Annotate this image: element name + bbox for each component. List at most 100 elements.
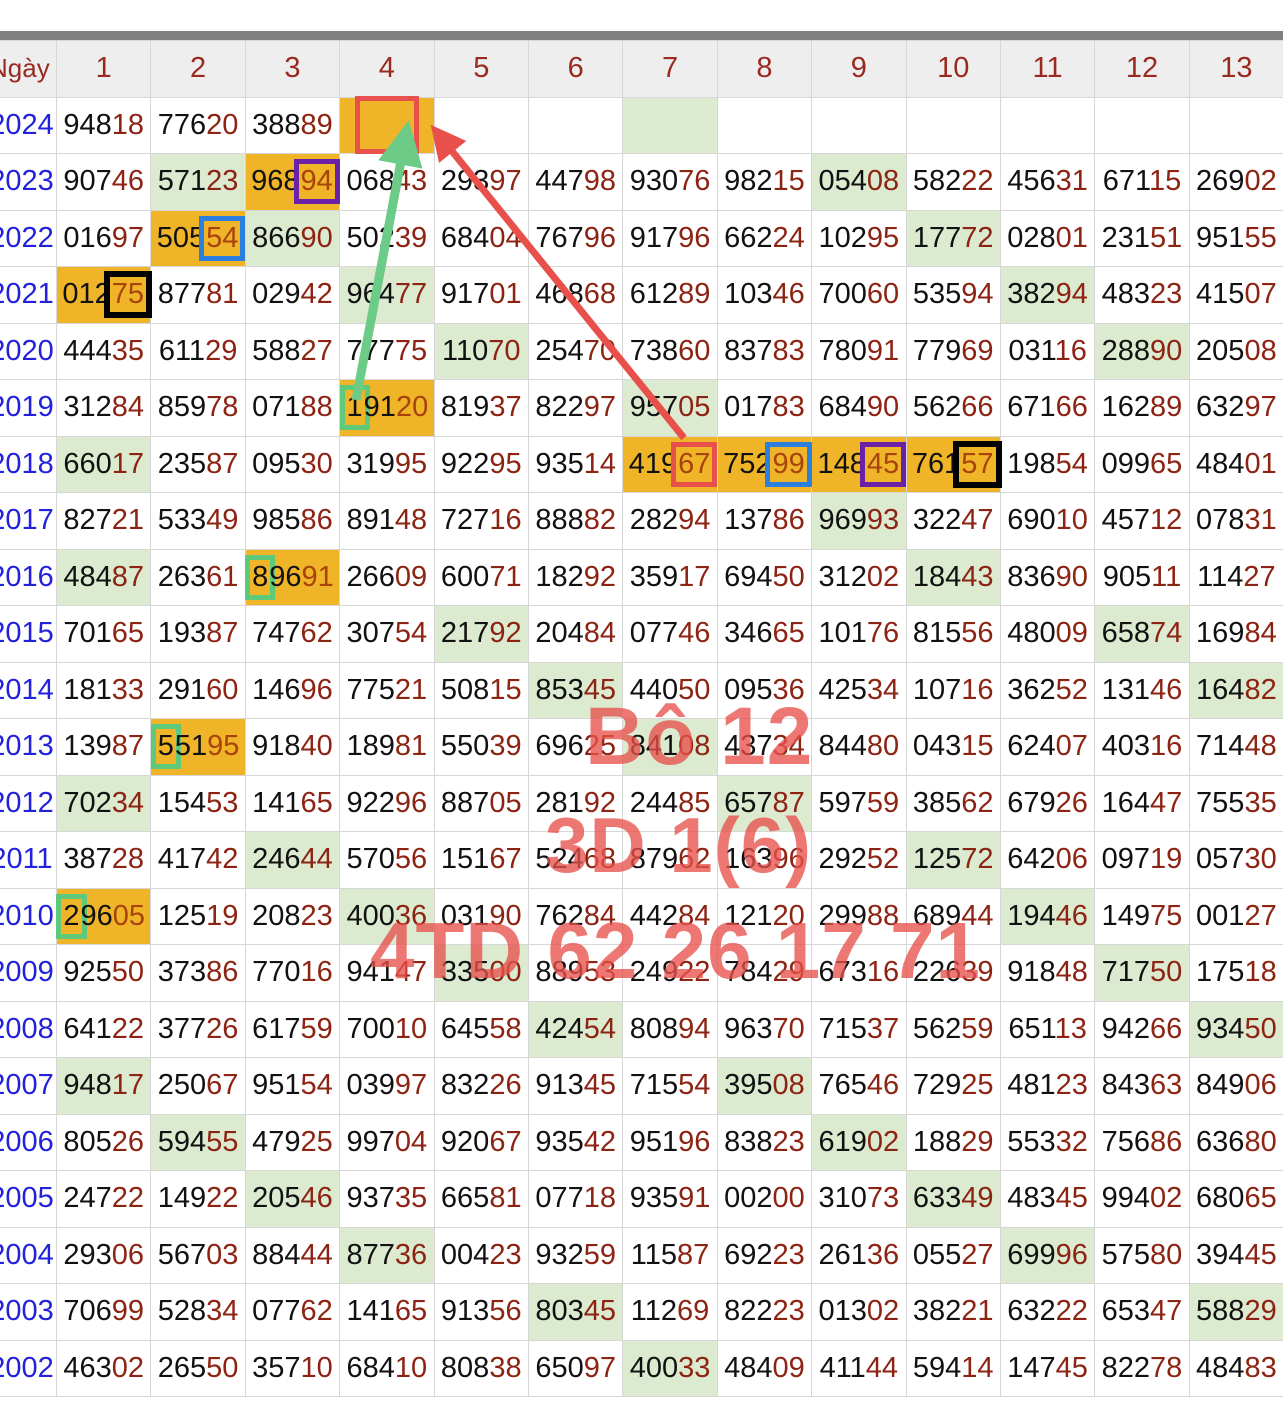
result-cell[interactable]: 74762 xyxy=(244,605,341,663)
result-cell[interactable] xyxy=(905,96,1001,154)
result-cell[interactable]: 56703 xyxy=(150,1226,246,1284)
result-cell[interactable]: 41742 xyxy=(150,831,246,889)
result-cell[interactable]: 72716 xyxy=(433,492,529,550)
result-cell[interactable]: 48483 xyxy=(1188,1339,1283,1397)
result-cell[interactable]: 96370 xyxy=(716,1000,813,1058)
result-cell[interactable]: 44284 xyxy=(622,887,718,945)
result-cell[interactable]: 35917 xyxy=(622,548,718,606)
result-cell[interactable]: 20484 xyxy=(527,605,624,663)
result-cell[interactable]: 66581 xyxy=(433,1170,529,1228)
result-cell[interactable]: 58222 xyxy=(905,153,1001,211)
result-cell[interactable]: 84363 xyxy=(1094,1057,1190,1115)
result-cell[interactable]: 24922 xyxy=(622,944,718,1002)
result-cell[interactable]: 05527 xyxy=(905,1226,1001,1284)
result-cell[interactable]: 19854 xyxy=(999,435,1096,493)
result-cell[interactable]: 15167 xyxy=(433,831,529,889)
result-cell[interactable]: 00127 xyxy=(1188,887,1283,945)
result-cell[interactable]: 45712 xyxy=(1094,492,1190,550)
result-cell[interactable]: 64122 xyxy=(55,1000,152,1058)
result-cell[interactable]: 55039 xyxy=(433,718,529,776)
result-cell[interactable]: 56266 xyxy=(905,379,1001,437)
result-cell[interactable]: 80345 xyxy=(527,1283,624,1341)
result-cell[interactable]: 90746 xyxy=(55,153,152,211)
result-cell[interactable]: 55195 xyxy=(150,718,246,776)
result-cell[interactable]: 14696 xyxy=(244,661,341,719)
result-cell[interactable]: 66224 xyxy=(716,209,813,267)
result-cell[interactable]: 95705 xyxy=(622,379,718,437)
result-cell[interactable]: 22639 xyxy=(905,944,1001,1002)
result-cell[interactable]: 29306 xyxy=(55,1226,152,1284)
result-cell[interactable]: 87962 xyxy=(622,831,718,889)
result-cell[interactable]: 80526 xyxy=(55,1113,152,1171)
result-cell[interactable]: 84906 xyxy=(1188,1057,1283,1115)
result-cell[interactable]: 71537 xyxy=(811,1000,907,1058)
result-cell[interactable]: 31995 xyxy=(339,435,435,493)
result-cell[interactable]: 31073 xyxy=(811,1170,907,1228)
result-cell[interactable]: 88953 xyxy=(527,944,624,1002)
result-cell[interactable]: 44435 xyxy=(55,322,152,380)
result-cell[interactable]: 52834 xyxy=(150,1283,246,1341)
result-cell[interactable]: 47925 xyxy=(244,1113,341,1171)
result-cell[interactable]: 19120 xyxy=(339,379,435,437)
result-cell[interactable]: 77969 xyxy=(905,322,1001,380)
result-cell[interactable]: 80894 xyxy=(622,1000,718,1058)
result-cell[interactable]: 29160 xyxy=(150,661,246,719)
result-cell[interactable]: 26550 xyxy=(150,1339,246,1397)
result-cell[interactable]: 63680 xyxy=(1188,1113,1283,1171)
result-cell[interactable]: 14745 xyxy=(999,1339,1096,1397)
result-cell[interactable]: 46868 xyxy=(527,266,624,324)
result-cell[interactable]: 58827 xyxy=(244,322,341,380)
result-cell[interactable]: 67166 xyxy=(999,379,1096,437)
result-cell[interactable]: 40033 xyxy=(622,1339,718,1397)
result-cell[interactable]: 40036 xyxy=(339,887,435,945)
result-cell[interactable]: 69625 xyxy=(527,718,624,776)
result-cell[interactable]: 03116 xyxy=(999,322,1096,380)
result-cell[interactable] xyxy=(527,96,624,154)
result-cell[interactable] xyxy=(622,96,718,154)
result-cell[interactable]: 17772 xyxy=(905,209,1001,267)
result-cell[interactable]: 65787 xyxy=(716,774,813,832)
result-cell[interactable]: 11427 xyxy=(1188,548,1283,606)
result-cell[interactable]: 48345 xyxy=(999,1170,1096,1228)
result-cell[interactable]: 57580 xyxy=(1094,1226,1190,1284)
result-cell[interactable]: 89691 xyxy=(244,548,341,606)
result-cell[interactable]: 82223 xyxy=(716,1283,813,1341)
result-cell[interactable]: 61129 xyxy=(150,322,246,380)
result-cell[interactable]: 07831 xyxy=(1188,492,1283,550)
result-cell[interactable]: 92295 xyxy=(433,435,529,493)
result-cell[interactable]: 59414 xyxy=(905,1339,1001,1397)
result-cell[interactable]: 62407 xyxy=(999,718,1096,776)
result-cell[interactable]: 76546 xyxy=(811,1057,907,1115)
result-cell[interactable]: 91840 xyxy=(244,718,341,776)
result-cell[interactable]: 53594 xyxy=(905,266,1001,324)
result-cell[interactable]: 11269 xyxy=(622,1283,718,1341)
result-cell[interactable]: 73860 xyxy=(622,322,718,380)
result-cell[interactable]: 69010 xyxy=(999,492,1096,550)
result-cell[interactable]: 94266 xyxy=(1094,1000,1190,1058)
result-cell[interactable]: 17518 xyxy=(1188,944,1283,1002)
result-cell[interactable]: 25470 xyxy=(527,322,624,380)
result-cell[interactable]: 37386 xyxy=(150,944,246,1002)
result-cell[interactable]: 07762 xyxy=(244,1283,341,1341)
result-cell[interactable]: 48323 xyxy=(1094,266,1190,324)
result-cell[interactable]: 93591 xyxy=(622,1170,718,1228)
result-cell[interactable]: 48487 xyxy=(55,548,152,606)
result-cell[interactable]: 82297 xyxy=(527,379,624,437)
result-cell[interactable]: 75299 xyxy=(716,435,813,493)
result-cell[interactable]: 93514 xyxy=(527,435,624,493)
result-cell[interactable]: 07718 xyxy=(527,1170,624,1228)
result-cell[interactable]: 12572 xyxy=(905,831,1001,889)
result-cell[interactable]: 88705 xyxy=(433,774,529,832)
result-cell[interactable]: 56259 xyxy=(905,1000,1001,1058)
result-cell[interactable]: 03190 xyxy=(433,887,529,945)
result-cell[interactable]: 05408 xyxy=(811,153,907,211)
result-cell[interactable]: 29605 xyxy=(55,887,152,945)
result-cell[interactable]: 88882 xyxy=(527,492,624,550)
result-cell[interactable]: 09965 xyxy=(1094,435,1190,493)
result-cell[interactable]: 87736 xyxy=(339,1226,435,1284)
result-cell[interactable]: 91796 xyxy=(622,209,718,267)
result-cell[interactable]: 64558 xyxy=(433,1000,529,1058)
result-cell[interactable]: 24722 xyxy=(55,1170,152,1228)
result-cell[interactable]: 94817 xyxy=(55,1057,152,1115)
result-cell[interactable]: 68404 xyxy=(433,209,529,267)
